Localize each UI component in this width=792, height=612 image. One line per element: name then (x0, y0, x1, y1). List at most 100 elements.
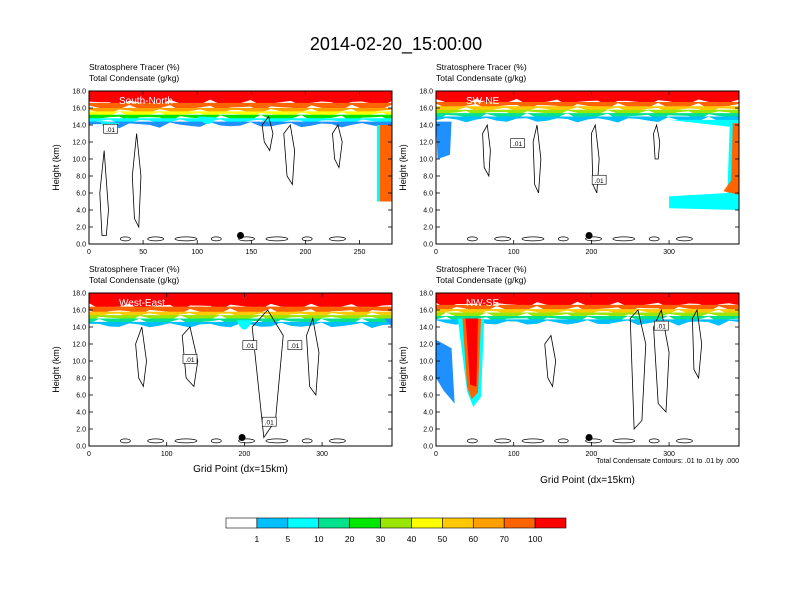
y-tick-label: 6.0 (423, 393, 433, 400)
y-tick-label: 0.0 (423, 444, 433, 451)
tracer-band (89, 118, 392, 125)
condensate-contour (283, 124, 296, 186)
contour-label-box (591, 174, 607, 185)
tracer-band (436, 106, 739, 113)
condensate-contour (238, 236, 255, 242)
condensate-contour (301, 236, 313, 242)
condensate-contour (306, 316, 320, 397)
tracer-band (89, 321, 392, 329)
panel-label: NW-SE (466, 298, 499, 309)
panel-label: South-North (119, 96, 173, 107)
condensate-contour (648, 236, 660, 242)
tracer-band (436, 315, 739, 323)
contour-label: .01 (513, 141, 522, 148)
panel-nw-se: Stratosphere Tracer (%) Total Condensate… (398, 264, 740, 486)
condensate-contour (557, 438, 569, 444)
tracer-band (436, 304, 739, 313)
y-tick-label: 2.0 (76, 225, 86, 232)
contour-label: .01 (290, 343, 299, 350)
contour-label-box (654, 320, 669, 331)
contour-label: .01 (595, 178, 604, 185)
panel-header-line-2: Total Condensate (g/kg) (436, 275, 526, 285)
condensate-contour (301, 438, 313, 444)
tracer-band (89, 114, 392, 122)
y-tick-label: 6.0 (423, 191, 433, 198)
tracer-band (89, 315, 392, 322)
condensate-contour (147, 236, 165, 242)
y-tick-label: 6.0 (76, 393, 86, 400)
colorbar-swatch (287, 517, 320, 529)
x-tick-label: 100 (161, 451, 173, 458)
condensate-contour (648, 438, 660, 444)
contour-label: .01 (245, 343, 254, 350)
condensate-contour (332, 124, 343, 169)
contour-footnote: Total Condensate Contours: .01 to .01 by… (596, 458, 739, 465)
location-marker (237, 232, 244, 239)
tracer-band (436, 113, 739, 120)
colorbar-swatch (318, 517, 350, 529)
y-tick-label: 2.0 (76, 427, 86, 434)
panel-west-east: Stratosphere Tracer (%) Total Condensate… (51, 264, 393, 475)
tracer-band (436, 109, 739, 117)
y-tick-label: 10.0 (72, 359, 86, 366)
colorbar-swatch (472, 517, 505, 529)
x-tick-label: 200 (300, 249, 312, 256)
condensate-contour (532, 124, 542, 194)
tracer-band (89, 102, 392, 112)
plot-frame (88, 90, 393, 245)
condensate-contour (238, 438, 255, 444)
y-tick-label: 0.0 (76, 444, 86, 451)
y-tick-label: 14.0 (72, 123, 86, 130)
y-tick-label: 10.0 (419, 359, 433, 366)
colorbar-level-label: 50 (438, 534, 448, 544)
y-tick-label: 18.0 (419, 89, 433, 96)
condensate-contour (467, 236, 478, 242)
panel-header-line-2: Total Condensate (g/kg) (89, 73, 179, 83)
y-tick-label: 12.0 (72, 140, 86, 147)
y-tick-label: 2.0 (423, 427, 433, 434)
colorbar-level-label: 70 (499, 534, 509, 544)
condensate-contour (557, 236, 569, 242)
tracer-band (89, 306, 392, 316)
condensate-contour (521, 438, 545, 444)
y-tick-label: 16.0 (72, 106, 86, 113)
contour-label-box (242, 340, 258, 351)
condensate-contour (265, 438, 289, 444)
contour-label-box (510, 138, 525, 148)
colorbar: 1 5 10 20 30 40 50 60 70 100 (225, 517, 567, 544)
x-tick-label: 0 (87, 249, 91, 256)
condensate-contour (585, 236, 602, 242)
condensate-contour (120, 236, 131, 242)
x-tick-label: 300 (663, 249, 675, 256)
y-tick-label: 14.0 (72, 325, 86, 332)
y-axis-label: Height (km) (398, 144, 408, 191)
x-tick-label: 100 (508, 249, 520, 256)
y-tick-label: 8.0 (76, 174, 86, 181)
condensate-contour (629, 309, 647, 430)
x-tick-label: 200 (586, 249, 598, 256)
y-tick-label: 4.0 (76, 410, 86, 417)
panel-header-line-1: Stratosphere Tracer (%) (89, 62, 180, 72)
y-tick-label: 16.0 (72, 308, 86, 315)
tracer-band (436, 312, 739, 319)
panel-header-line-2: Total Condensate (g/kg) (89, 275, 179, 285)
contour-label-box (261, 416, 277, 427)
condensate-contour (329, 438, 346, 444)
colorbar-swatch (380, 517, 412, 529)
y-tick-label: 18.0 (419, 291, 433, 298)
tracer-band (89, 121, 392, 129)
y-tick-label: 16.0 (419, 106, 433, 113)
panel-label: SW-NE (466, 96, 499, 107)
x-tick-label: 0 (434, 249, 438, 256)
y-tick-label: 4.0 (423, 208, 433, 215)
y-tick-label: 0.0 (76, 242, 86, 249)
y-tick-label: 6.0 (76, 191, 86, 198)
location-marker (238, 434, 246, 441)
tracer-band (436, 293, 739, 309)
tracer-band (89, 318, 392, 326)
y-tick-label: 12.0 (419, 342, 433, 349)
x-tick-label: 0 (87, 451, 91, 458)
condensate-contour (210, 438, 222, 444)
contour-label: .01 (265, 420, 274, 427)
y-tick-label: 8.0 (423, 376, 433, 383)
